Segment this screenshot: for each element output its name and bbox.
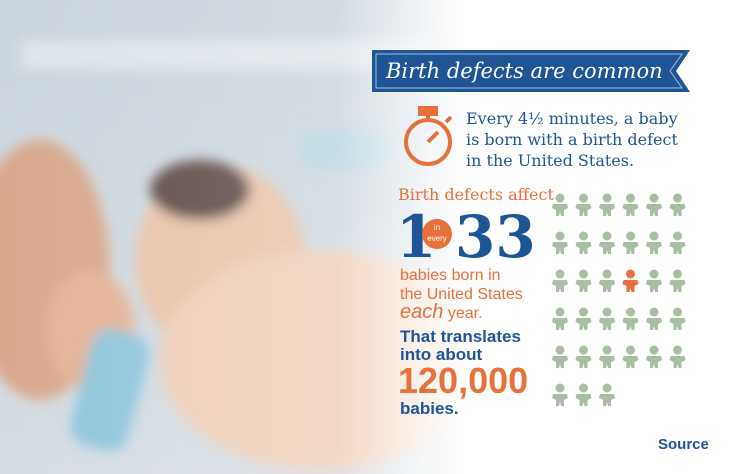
banner-title: Birth defects are common — [385, 59, 663, 83]
stat-total: 33 — [455, 203, 536, 271]
emphasis: each — [400, 301, 443, 323]
stat: Birth defects affect 1 in every 33 babie… — [396, 185, 554, 323]
stat-intro: Birth defects affect — [398, 185, 554, 204]
translation-number: 120,000 — [398, 360, 528, 401]
connector: in — [434, 223, 440, 232]
fact-line: is born with a birth defect — [466, 130, 678, 149]
translation-line: That translates — [400, 327, 521, 346]
line-end: year. — [448, 305, 483, 322]
connector-badge — [422, 219, 452, 249]
stopwatch-icon — [404, 106, 453, 166]
stat-line: each year. — [400, 301, 483, 323]
connector: every — [427, 234, 447, 243]
translation-unit: babies. — [400, 399, 459, 418]
fact: Every 4½ minutes, a baby is born with a b… — [466, 109, 678, 170]
source-link[interactable]: Source — [658, 436, 709, 453]
banner: Birth defects are common — [372, 50, 690, 92]
stat-line: the United States — [400, 286, 523, 303]
translation: That translates into about 120,000 babie… — [398, 327, 528, 418]
fact-line: Every 4½ minutes, a baby — [466, 109, 678, 128]
translation-line: into about — [400, 345, 482, 364]
fact-line: in the United States. — [466, 151, 634, 170]
stat-line: babies born in — [400, 267, 501, 284]
